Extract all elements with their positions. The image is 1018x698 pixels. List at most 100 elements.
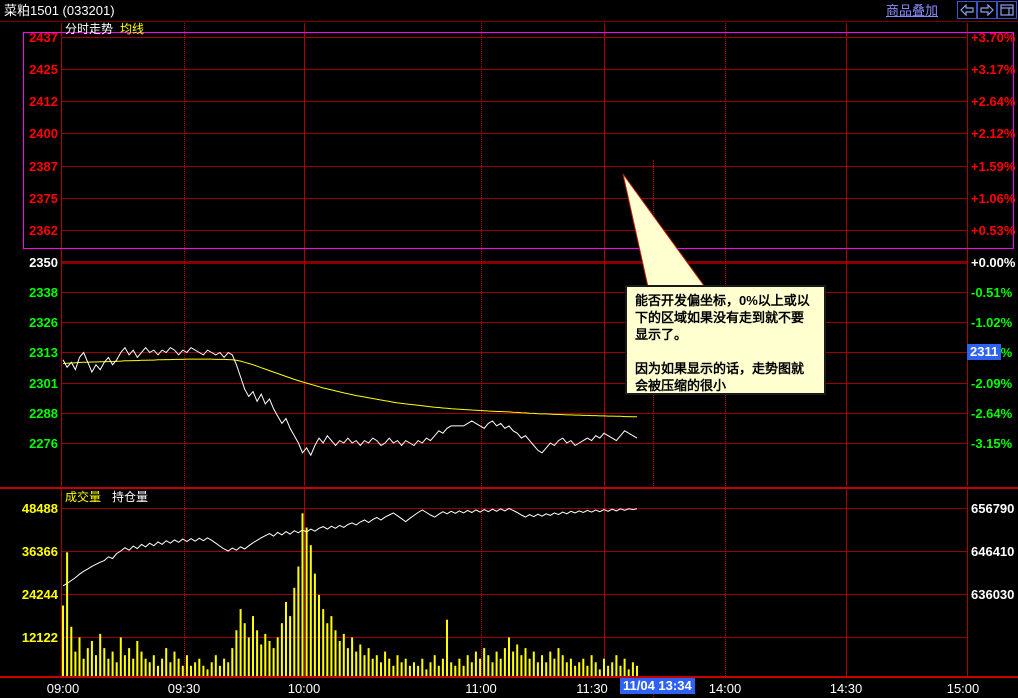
volume-bar xyxy=(363,655,366,676)
volume-bar xyxy=(351,637,354,676)
volume-bar xyxy=(384,651,387,676)
price-axis-label: 2425 xyxy=(29,62,58,77)
volume-bar xyxy=(90,641,93,676)
volume-bar xyxy=(421,658,424,676)
volume-bar xyxy=(231,648,234,676)
volume-bar xyxy=(594,662,597,676)
pct-axis-label: +0.53% xyxy=(971,223,1016,238)
time-axis-label: 11:00 xyxy=(465,681,497,696)
volume-bar xyxy=(429,662,432,676)
volume-bar xyxy=(70,626,73,676)
volume-bar xyxy=(74,651,77,676)
price-axis-label: 2387 xyxy=(29,159,58,174)
volume-bar xyxy=(491,662,494,676)
volume-bar xyxy=(202,665,205,676)
time-gridline xyxy=(725,23,726,486)
volume-bar xyxy=(86,648,89,676)
volume-bar xyxy=(375,655,378,676)
pct-axis-label: +2.12% xyxy=(971,126,1016,141)
oi-axis-label: 656790 xyxy=(971,501,1015,516)
price-gridline xyxy=(61,413,967,414)
volume-bar xyxy=(458,658,461,676)
price-axis-label: 2338 xyxy=(29,285,58,300)
volume-bar xyxy=(380,662,382,676)
volume-bar xyxy=(157,665,159,676)
tab-open-interest[interactable]: 持仓量 xyxy=(112,490,149,504)
price-gridline xyxy=(61,133,967,134)
volume-bar xyxy=(239,609,242,676)
volume-bar xyxy=(417,665,420,676)
volume-bar xyxy=(598,669,601,676)
volume-bar xyxy=(305,527,308,676)
volume-bar xyxy=(119,637,122,676)
volume-bar xyxy=(569,658,572,676)
volume-bar xyxy=(99,633,102,676)
price-axis-label: 2326 xyxy=(29,315,58,330)
volume-bar xyxy=(499,658,502,676)
ma-line xyxy=(62,358,637,418)
volume-bar xyxy=(128,648,131,676)
volume-bar xyxy=(433,655,436,676)
volume-bar xyxy=(512,651,515,676)
time-gridline xyxy=(604,489,605,676)
time-gridline xyxy=(481,489,482,676)
forward-button[interactable] xyxy=(977,1,997,19)
volume-bar xyxy=(140,651,143,676)
volume-bar xyxy=(66,552,69,676)
top-separator-line xyxy=(0,21,1018,22)
volume-bar xyxy=(218,665,221,676)
volume-bar xyxy=(165,648,168,676)
tile-windows-button[interactable] xyxy=(997,1,1017,19)
volume-bar xyxy=(404,658,407,676)
volume-bar xyxy=(388,658,391,676)
tab-ma-line[interactable]: 均线 xyxy=(120,22,145,36)
pct-axis-label: +3.70% xyxy=(971,30,1016,45)
pct-axis-label: +1.59% xyxy=(971,159,1016,174)
oi-axis-label: 636030 xyxy=(971,587,1015,602)
volume-bar xyxy=(235,630,238,676)
time-axis-label: 15:00 xyxy=(946,681,980,696)
tile-windows-icon xyxy=(1000,4,1014,16)
price-gridline xyxy=(61,352,967,353)
volume-bar xyxy=(148,662,151,676)
price-gridline xyxy=(61,69,967,70)
time-gridline xyxy=(725,489,726,676)
volume-bar xyxy=(532,651,535,676)
price-axis-label: 2412 xyxy=(29,94,58,109)
back-button[interactable] xyxy=(957,1,977,19)
price-axis-label: 2288 xyxy=(29,406,58,421)
volume-bar xyxy=(268,641,271,676)
volume-bar xyxy=(611,662,614,676)
price-axis-label: 2276 xyxy=(29,436,58,451)
volume-bar xyxy=(503,648,506,676)
volume-bar xyxy=(437,665,440,676)
volume-bar xyxy=(615,655,618,676)
commodity-overlay-link[interactable]: 商品叠加 xyxy=(885,3,938,18)
time-gridline xyxy=(481,23,482,486)
time-axis-label: 14:30 xyxy=(829,681,863,696)
volume-bar xyxy=(574,665,577,676)
price-axis-label: 2362 xyxy=(29,223,58,238)
volume-bar xyxy=(227,662,230,676)
volume-bar xyxy=(508,637,510,676)
volume-gridline xyxy=(61,551,967,552)
tab-volume[interactable]: 成交量 xyxy=(65,490,102,504)
tab-timeshare[interactable]: 分时走势 xyxy=(65,22,114,36)
volume-bar xyxy=(161,658,164,676)
volume-bar xyxy=(247,637,250,676)
volume-bar xyxy=(338,641,341,676)
price-gridline xyxy=(61,322,967,323)
volume-bar xyxy=(136,641,139,676)
pct-axis-label: -3.15% xyxy=(971,436,1013,451)
volume-bar xyxy=(466,655,469,676)
volume-bar xyxy=(524,648,527,676)
volume-bar xyxy=(272,648,275,676)
volume-bar xyxy=(260,644,263,676)
volume-bar xyxy=(413,662,415,676)
volume-bar xyxy=(408,665,411,676)
time-gridline xyxy=(846,23,847,486)
volume-bar xyxy=(152,655,155,676)
time-gridline xyxy=(184,489,185,676)
volume-bar xyxy=(367,648,370,676)
